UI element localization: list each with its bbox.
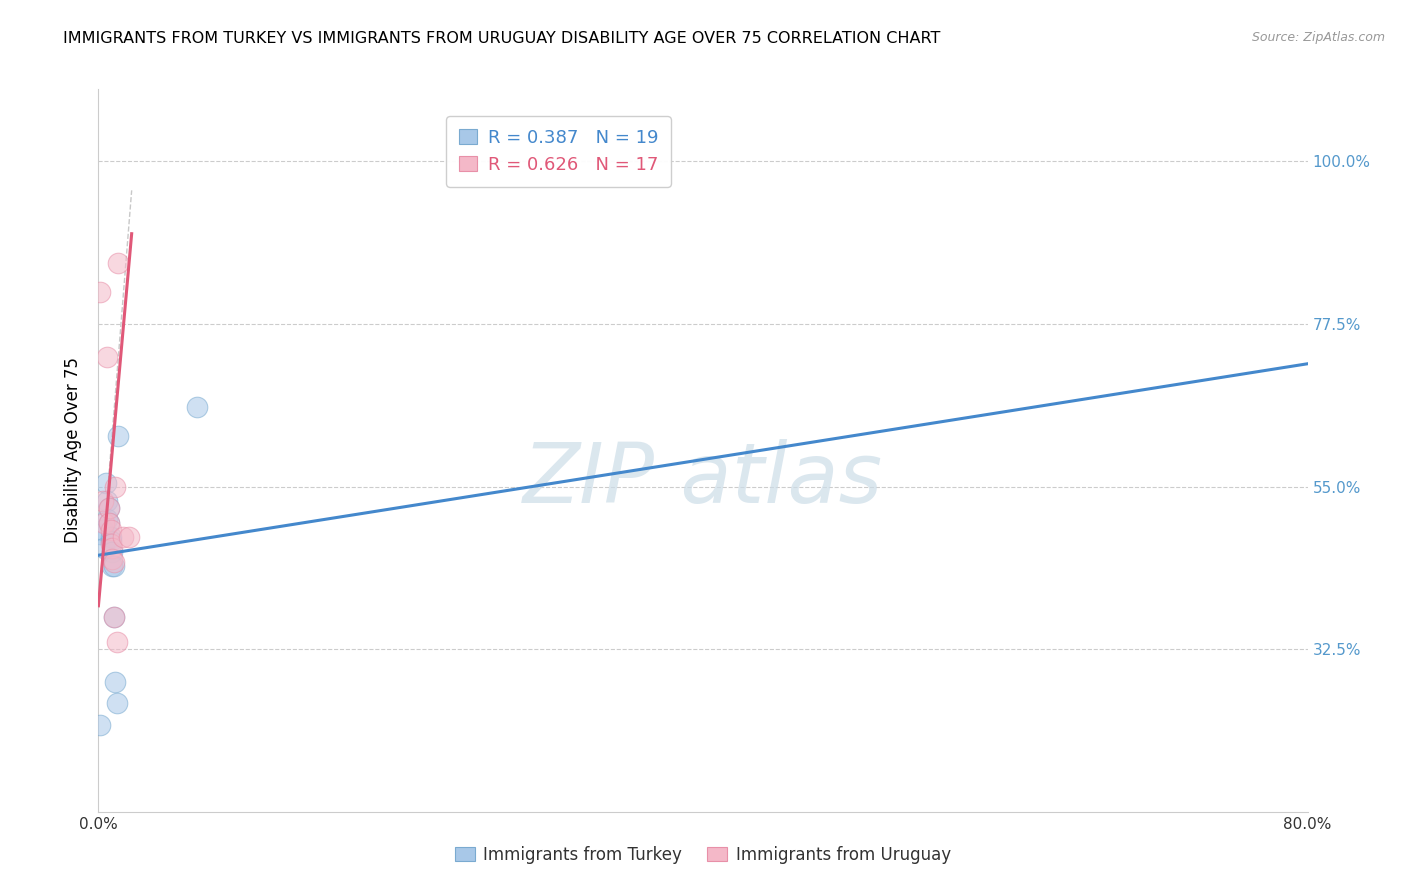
Text: Source: ZipAtlas.com: Source: ZipAtlas.com (1251, 31, 1385, 45)
Point (103, 559, 125, 574)
Point (105, 696, 128, 710)
Point (104, 480, 127, 494)
Point (98, 501, 121, 516)
Point (107, 255, 129, 269)
Point (100, 530, 122, 544)
Point (103, 556, 125, 570)
Point (103, 609, 125, 624)
Legend: R = 0.387   N = 19, R = 0.626   N = 17: R = 0.387 N = 19, R = 0.626 N = 17 (446, 116, 671, 186)
Point (91, 523, 114, 537)
Text: IMMIGRANTS FROM TURKEY VS IMMIGRANTS FROM URUGUAY DISABILITY AGE OVER 75 CORRELA: IMMIGRANTS FROM TURKEY VS IMMIGRANTS FRO… (63, 31, 941, 46)
Point (89, 285, 111, 299)
Point (111, 530, 134, 544)
Point (98, 516, 121, 530)
Legend: Immigrants from Turkey, Immigrants from Uruguay: Immigrants from Turkey, Immigrants from … (449, 839, 957, 871)
Point (96, 350, 118, 364)
Point (98, 501, 121, 516)
Point (93, 516, 115, 530)
Point (93, 541, 115, 555)
Point (103, 609, 125, 624)
Point (101, 544, 124, 558)
Text: ZIP atlas: ZIP atlas (523, 439, 883, 520)
Point (107, 429, 129, 443)
Point (89, 718, 111, 732)
Point (94, 475, 117, 490)
Point (96, 512, 118, 526)
Point (186, 400, 208, 414)
Point (101, 541, 124, 555)
Point (91, 494, 114, 508)
Point (100, 533, 122, 548)
Point (104, 674, 127, 689)
Point (105, 635, 128, 649)
Point (101, 559, 124, 574)
Point (101, 551, 124, 566)
Y-axis label: Disability Age Over 75: Disability Age Over 75 (65, 358, 83, 543)
Point (96, 494, 118, 508)
Point (89, 526, 111, 541)
Point (100, 537, 122, 551)
Point (98, 516, 121, 530)
Point (118, 530, 141, 544)
Point (100, 523, 122, 537)
